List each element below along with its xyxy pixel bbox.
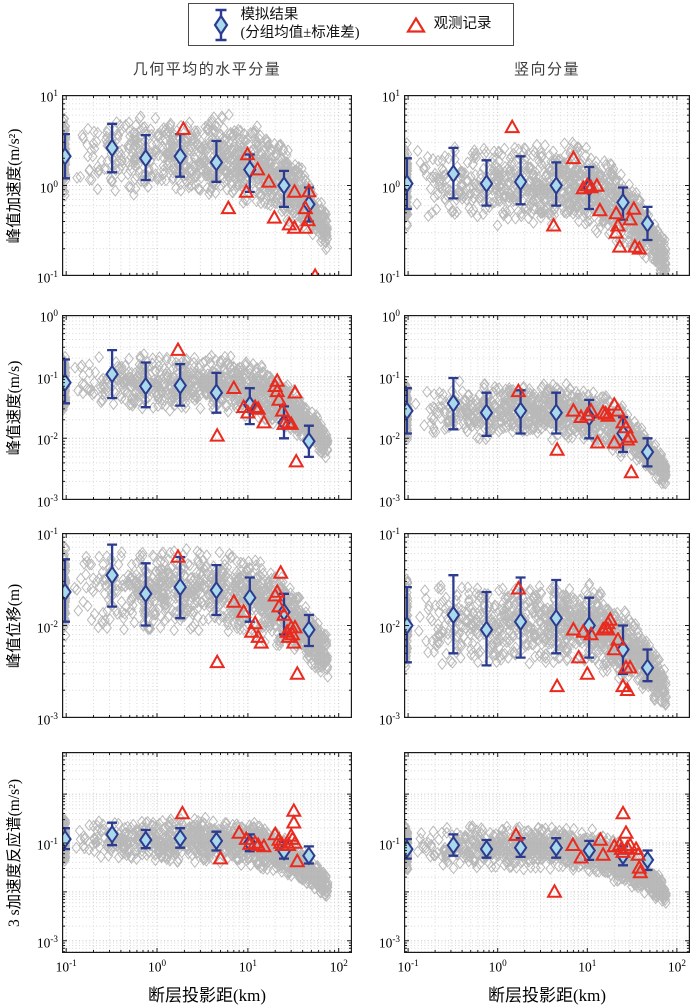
y-tick-label: 10-1: [378, 526, 400, 543]
y-tick-label: 10-2: [36, 431, 58, 448]
axes-box: [62, 315, 352, 500]
obs-triangles: [504, 118, 648, 255]
y-tick-label: 10-3: [36, 493, 58, 510]
axis-ticks: [62, 315, 352, 500]
x-axis-label-right: 断层投影距(km): [487, 986, 607, 1005]
legend-item-observation: 观测记录: [405, 15, 492, 34]
axes-box: [404, 533, 690, 718]
legend-item-simulation: 模拟结果 (分组均值±标准差): [210, 6, 360, 44]
panel-sa3s-horizontal: [62, 752, 352, 953]
y-axis-label-pgv: 峰值速度(m/s): [6, 360, 23, 456]
x-tick-label: 102: [667, 958, 686, 975]
x-tick-label: 102: [329, 958, 348, 975]
obs-triangles: [169, 548, 306, 680]
y-tick-label: 100: [381, 308, 400, 325]
obs-triangles: [510, 580, 639, 696]
y-tick-label: 10-3: [378, 933, 400, 951]
y-tick-label: 10-1: [36, 269, 58, 286]
y-tick-label: 101: [381, 88, 400, 105]
y-tick-label: 10-3: [36, 933, 58, 951]
legend-sim-label: 模拟结果 (分组均值±标准差): [240, 7, 359, 42]
panel-pgd-vertical: [404, 533, 690, 718]
axes-box: [404, 315, 690, 500]
x-tick-label: 100: [488, 958, 507, 975]
y-tick-label: 10-1: [36, 835, 58, 853]
axis-ticks: [62, 752, 352, 953]
obs-triangles: [175, 120, 320, 276]
axes-box: [62, 752, 352, 953]
sim-mean-diamonds: [62, 138, 316, 215]
sim-cloud-scatter: [62, 541, 333, 683]
legend-sim-label-line2: (分组均值±标准差): [240, 24, 360, 41]
legend-sim-label-line1: 模拟结果: [240, 6, 299, 23]
obs-triangles: [507, 804, 649, 898]
legend-obs-label: 观测记录: [433, 15, 492, 32]
obs-triangles: [169, 341, 305, 468]
sim-mean-diamonds: [62, 824, 316, 866]
y-tick-label: 10-3: [36, 711, 58, 728]
x-tick-label: 101: [238, 958, 257, 975]
axes-box: [62, 533, 352, 718]
panel-pgv-vertical: [404, 315, 690, 500]
x-tick-label: 101: [578, 958, 597, 975]
obs-triangles: [510, 382, 640, 479]
y-tick-label: 100: [39, 308, 58, 325]
y-tick-label: 101: [39, 88, 58, 105]
y-tick-label: 10-3: [378, 493, 400, 510]
y-tick-label: 10-3: [378, 711, 400, 728]
panel-pgv-horizontal: [62, 315, 352, 500]
sim-mean-diamonds: [404, 835, 655, 870]
axis-ticks: [404, 95, 690, 276]
panel-pga-vertical: [404, 95, 690, 276]
y-tick-label: 10-2: [36, 618, 58, 635]
legend: 模拟结果 (分组均值±标准差) 观测记录: [188, 3, 514, 46]
y-tick-label: 10-1: [378, 369, 400, 387]
x-tick-label: 10-1: [397, 958, 419, 975]
column-title-horizontal: 几何平均的水平分量: [132, 62, 282, 78]
obs-triangles: [174, 802, 306, 868]
axis-ticks: [404, 315, 690, 500]
x-tick-label: 10-1: [55, 958, 77, 975]
sim-errorbar-diamond-icon: [210, 6, 232, 44]
sim-mean-diamonds: [404, 605, 655, 678]
axis-ticks: [404, 533, 690, 718]
panel-pga-horizontal: [62, 95, 352, 276]
obs-triangle-icon: [405, 15, 426, 34]
x-tick-label: 100: [147, 958, 167, 975]
column-title-vertical: 竖向分量: [513, 62, 580, 78]
y-tick-label: 10-1: [378, 269, 400, 286]
y-tick-label: 100: [39, 178, 58, 195]
y-tick-label: 10-1: [36, 526, 58, 543]
y-tick-label: 10-1: [36, 369, 58, 387]
x-axis-label-left: 断层投影距(km): [147, 986, 267, 1005]
sim-cloud-scatter: [62, 811, 333, 903]
y-tick-label: 100: [381, 178, 400, 195]
axis-ticks: [404, 752, 690, 953]
y-tick-label: 10-2: [378, 431, 400, 448]
panel-pgd-horizontal: [62, 533, 352, 718]
y-tick-label: 10-1: [378, 835, 400, 853]
sim-cloud-scatter: [62, 348, 333, 464]
axis-ticks: [62, 95, 352, 276]
axes-box: [404, 752, 690, 953]
y-tick-label: 10-2: [378, 618, 400, 635]
axes-box: [404, 95, 690, 276]
axes-box: [62, 95, 352, 276]
axis-ticks: [62, 533, 352, 718]
panel-sa3s-vertical: [404, 752, 690, 953]
